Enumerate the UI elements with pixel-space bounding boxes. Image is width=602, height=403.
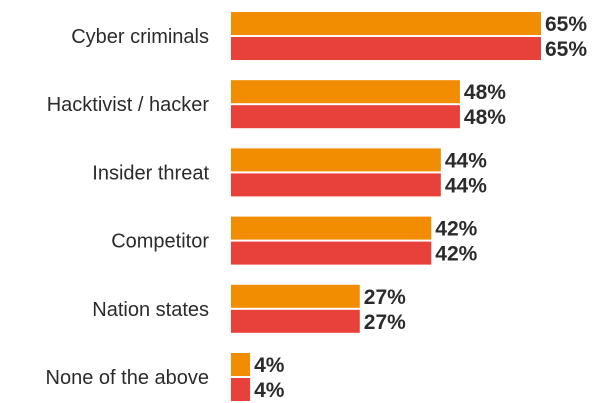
bar-cyber-criminals-series-1: [231, 12, 541, 35]
value-label-insider-threat-series-1: 44%: [445, 149, 487, 172]
value-label-cyber-criminals-series-1: 65%: [545, 13, 587, 36]
bar-hacktivist-hacker-series-1: [231, 80, 460, 104]
value-label-hacktivist-hacker-series-1: 48%: [464, 81, 506, 104]
value-label-insider-threat-series-2: 44%: [445, 174, 487, 197]
category-label-none-of-the-above: None of the above: [46, 367, 209, 389]
bars: [231, 12, 541, 401]
category-label-hacktivist-hacker: Hacktivist / hacker: [47, 94, 210, 116]
bar-nation-states-series-1: [231, 284, 360, 308]
bar-competitor-series-1: [231, 216, 432, 240]
value-label-competitor-series-1: 42%: [435, 218, 477, 241]
bar-none-of-the-above-series-1: [231, 353, 251, 376]
bar-none-of-the-above-series-2: [231, 378, 251, 401]
bar-insider-threat-series-1: [231, 148, 441, 172]
bar-competitor-series-2: [231, 241, 432, 265]
value-label-none-of-the-above-series-2: 4%: [254, 379, 285, 402]
value-label-nation-states-series-1: 27%: [364, 286, 406, 309]
bar-nation-states-series-2: [231, 309, 360, 333]
value-labels: 65%65% 48%48% 44%44% 42%42% 27%27% 4%4%: [254, 13, 587, 402]
value-label-competitor-series-2: 42%: [435, 243, 477, 266]
category-label-nation-states: Nation states: [92, 299, 209, 321]
category-label-insider-threat: Insider threat: [92, 162, 209, 184]
bar-hacktivist-hacker-series-2: [231, 105, 460, 129]
value-label-none-of-the-above-series-1: 4%: [254, 354, 285, 377]
value-label-cyber-criminals-series-2: 65%: [545, 38, 587, 61]
category-label-competitor: Competitor: [111, 231, 209, 253]
category-labels: Cyber criminals Hacktivist / hacker Inside…: [46, 26, 210, 389]
category-label-cyber-criminals: Cyber criminals: [71, 26, 209, 48]
bar-cyber-criminals-series-2: [231, 37, 541, 60]
value-label-hacktivist-hacker-series-2: 48%: [464, 106, 506, 129]
bar-insider-threat-series-2: [231, 173, 441, 197]
value-label-nation-states-series-2: 27%: [364, 311, 406, 334]
